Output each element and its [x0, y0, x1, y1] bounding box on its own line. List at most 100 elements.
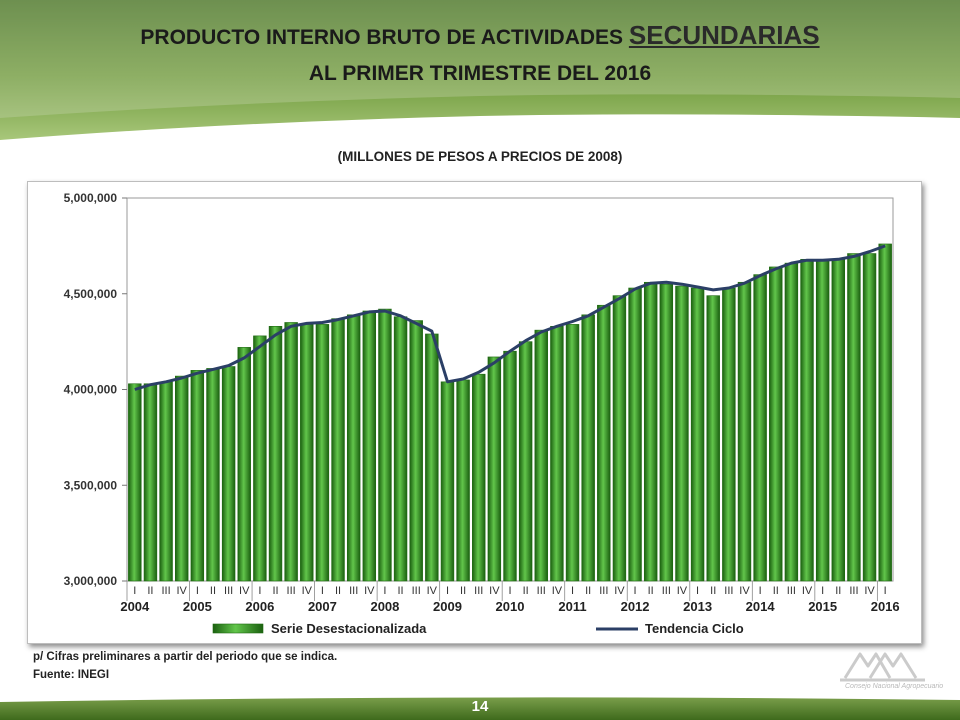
x-quarter-label: IV: [864, 585, 875, 597]
bar: [159, 381, 173, 582]
bar: [815, 258, 830, 582]
x-quarter-label: IV: [177, 585, 188, 597]
chart-svg: 3,000,000 3,500,000 4,000,000 4,500,000 5,00…: [64, 191, 900, 636]
x-quarter-label: IV: [239, 585, 250, 597]
x-quarter-label: I: [133, 585, 136, 597]
y-axis: 3,000,000 3,500,000 4,000,000 4,500,000 5,00…: [64, 191, 127, 588]
x-year-label: 2004: [120, 599, 150, 614]
bar: [487, 356, 502, 582]
x-quarter-label: III: [849, 585, 858, 597]
x-quarter-label: III: [287, 585, 296, 597]
y-tick-label: 3,500,000: [64, 478, 118, 492]
source-note: Fuente: INEGI: [33, 669, 110, 681]
x-quarter-label: II: [835, 585, 841, 597]
bar: [878, 243, 892, 582]
bar: [253, 335, 267, 582]
x-year-label: 2016: [871, 599, 900, 614]
bar: [268, 326, 283, 582]
bar: [612, 295, 627, 582]
x-quarter-label: IV: [552, 585, 563, 597]
x-quarter-label: IV: [427, 585, 438, 597]
bar: [190, 370, 205, 582]
x-year-label: 2014: [746, 599, 776, 614]
bar: [831, 258, 845, 582]
x-quarter-label: II: [460, 585, 466, 597]
x-year-label: 2007: [308, 599, 337, 614]
y-tick-label: 4,500,000: [64, 287, 118, 301]
x-quarter-label: I: [759, 585, 762, 597]
bar: [659, 283, 674, 582]
bar: [300, 324, 314, 582]
x-quarter-label: I: [321, 585, 324, 597]
x-quarter-label: IV: [364, 585, 375, 597]
x-quarter-label: I: [634, 585, 637, 597]
bar: [472, 373, 486, 582]
bar: [409, 320, 423, 582]
bar: [847, 253, 861, 582]
chart-subtitle: (MILLONES DE PESOS A PRECIOS DE 2008): [337, 149, 623, 164]
bar: [456, 379, 470, 582]
page-title-line2: AL PRIMER TRIMESTRE DEL 2016: [308, 62, 652, 85]
bar: [597, 304, 611, 582]
bar: [221, 366, 236, 582]
bar: [534, 329, 548, 582]
x-year-label: 2009: [433, 599, 462, 614]
x-quarter-label: IV: [489, 585, 500, 597]
bar: [346, 314, 361, 582]
x-quarter-label: III: [474, 585, 483, 597]
x-quarter-label: III: [412, 585, 421, 597]
x-quarter-label: III: [349, 585, 358, 597]
x-quarter-label: I: [508, 585, 511, 597]
x-year-label: 2005: [183, 599, 212, 614]
logo-caption: Consejo Nacional Agropecuario: [845, 683, 944, 690]
bar: [643, 281, 658, 582]
x-quarter-label: I: [383, 585, 386, 597]
bar: [128, 383, 142, 582]
legend: Serie Desestacionalizada Tendencia Ciclo: [212, 621, 744, 636]
x-quarter-label: II: [210, 585, 216, 597]
x-quarter-label: IV: [677, 585, 688, 597]
bar: [550, 326, 564, 582]
x-year-label: 2015: [808, 599, 837, 614]
x-quarter-label: II: [147, 585, 153, 597]
bar: [628, 287, 642, 582]
bar: [769, 266, 783, 582]
x-quarter-label: I: [258, 585, 261, 597]
bar: [425, 333, 439, 582]
bar: [675, 285, 689, 582]
bar: [362, 310, 377, 582]
footer-bar: [0, 697, 960, 720]
bar: [440, 381, 455, 582]
cna-logo: [840, 652, 925, 682]
x-quarter-label: III: [599, 585, 608, 597]
bar: [565, 324, 580, 582]
bar: [143, 383, 158, 582]
bar: [800, 258, 814, 582]
bar: [737, 281, 752, 582]
x-quarter-label: III: [662, 585, 671, 597]
title-part1: PRODUCTO INTERNO BRUTO DE ACTIVIDADES: [140, 26, 629, 49]
x-quarter-label: II: [648, 585, 654, 597]
bar: [378, 308, 392, 582]
x-quarter-label: I: [696, 585, 699, 597]
bar: [706, 295, 720, 582]
bar: [784, 262, 799, 582]
x-year-label: 2012: [621, 599, 650, 614]
x-quarter-label: II: [398, 585, 404, 597]
page-title: PRODUCTO INTERNO BRUTO DE ACTIVIDADES SE…: [0, 20, 960, 51]
x-quarter-label: III: [787, 585, 796, 597]
page-number: 14: [471, 698, 489, 715]
x-quarter-label: IV: [739, 585, 750, 597]
bar-series: [128, 243, 892, 582]
x-quarter-label: I: [571, 585, 574, 597]
legend-label-bars: Serie Desestacionalizada: [271, 621, 427, 636]
x-quarter-label: III: [224, 585, 233, 597]
y-tick-label: 4,000,000: [64, 383, 118, 397]
bar: [393, 316, 408, 582]
bar: [206, 368, 220, 582]
bar: [722, 287, 736, 582]
bar: [518, 341, 533, 582]
x-year-label: 2013: [683, 599, 712, 614]
bar: [175, 375, 189, 582]
x-year-label: 2006: [245, 599, 274, 614]
